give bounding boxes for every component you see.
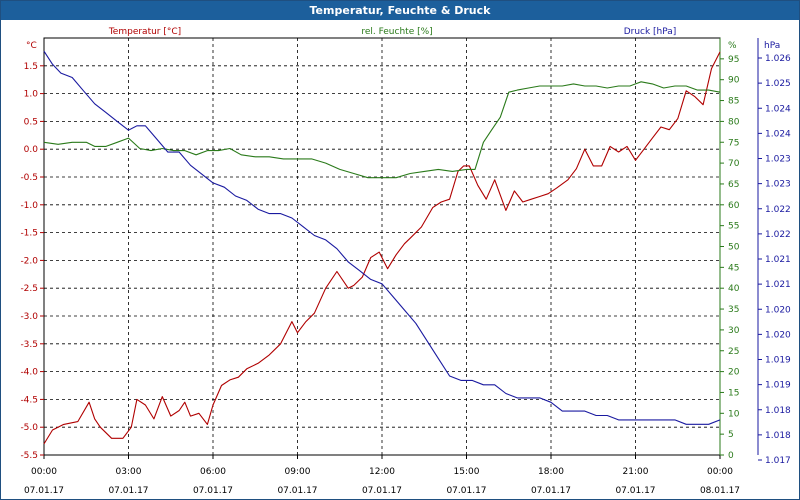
hum-tick-label: 55: [728, 222, 739, 232]
pres-tick-label: 1.019: [765, 356, 791, 366]
x-tick-time: 00:00: [707, 467, 733, 477]
temp-tick-label: -2.5: [20, 284, 38, 294]
pres-tick-label: 1.023: [765, 155, 791, 165]
temp-tick-label: -5.0: [20, 423, 38, 433]
hum-tick-label: 25: [728, 347, 739, 357]
humidity-line: [43, 81, 721, 179]
chart-title: Temperatur, Feuchte & Druck: [1, 1, 799, 20]
x-tick-date: 07.01.17: [446, 486, 486, 496]
x-tick-time: 15:00: [454, 467, 480, 477]
hum-tick-label: 60: [728, 201, 740, 211]
temp-tick-label: 1.0: [24, 90, 39, 100]
hum-tick-label: 95: [728, 55, 739, 65]
temp-tick-label: 0.0: [24, 145, 39, 155]
temp-tick-label: -1.5: [20, 229, 38, 239]
temp-tick-label: 0.5: [24, 117, 38, 127]
temp-tick-label: -3.5: [20, 340, 38, 350]
hum-tick-label: 75: [728, 138, 739, 148]
pres-tick-label: 1.021: [765, 280, 791, 290]
x-tick-date: 07.01.17: [531, 486, 571, 496]
hum-tick-label: 90: [728, 76, 740, 86]
pres-tick-label: 1.022: [765, 230, 791, 240]
hum-tick-label: 35: [728, 305, 739, 315]
pres-tick-label: 1.020: [765, 305, 791, 315]
x-tick-time: 21:00: [623, 467, 649, 477]
pres-tick-label: 1.022: [765, 205, 791, 215]
hum-tick-label: 5: [728, 430, 734, 440]
hum-tick-label: 40: [728, 284, 740, 294]
pres-tick-label: 1.023: [765, 180, 791, 190]
hum-tick-label: 10: [728, 409, 740, 419]
temp-tick-label: -4.5: [20, 395, 38, 405]
hum-tick-label: 30: [728, 326, 740, 336]
hum-tick-label: 70: [728, 159, 740, 169]
x-tick-date: 07.01.17: [108, 486, 148, 496]
grid-lines: [44, 38, 720, 455]
x-tick-time: 12:00: [369, 467, 395, 477]
pres-tick-label: 1.020: [765, 330, 791, 340]
pres-unit-label: hPa: [764, 41, 780, 51]
hum-tick-label: 20: [728, 368, 740, 378]
series-lines: [43, 50, 721, 445]
pres-tick-label: 1.026: [765, 54, 791, 64]
temp-tick-label: -2.0: [20, 256, 38, 266]
temp-tick-label: -0.5: [20, 173, 38, 183]
pres-tick-label: 1.024: [765, 104, 791, 114]
temp-unit-label: °C: [26, 41, 37, 51]
temp-tick-label: -3.0: [20, 312, 38, 322]
temp-tick-label: -4.0: [20, 368, 38, 378]
legend-humidity: rel. Feuchte [%]: [361, 27, 432, 37]
hum-tick-label: 80: [728, 117, 740, 127]
temp-tick-label: -1.0: [20, 201, 38, 211]
x-tick-date: 07.01.17: [615, 486, 655, 496]
axes: [40, 37, 762, 461]
x-tick-time: 18:00: [538, 467, 564, 477]
pressure-line: [43, 50, 721, 425]
hum-tick-label: 50: [728, 243, 740, 253]
hum-unit-label: %: [728, 41, 737, 51]
x-tick-date: 07.01.17: [362, 486, 402, 496]
hum-tick-label: 15: [728, 388, 739, 398]
temperature-line: [43, 51, 721, 445]
pres-tick-label: 1.019: [765, 381, 791, 391]
pres-tick-label: 1.021: [765, 255, 791, 265]
x-tick-date: 07.01.17: [24, 486, 64, 496]
x-tick-time: 09:00: [285, 467, 311, 477]
legend-temperature: Temperatur [°C]: [108, 27, 181, 37]
pres-tick-label: 1.024: [765, 129, 791, 139]
x-tick-date: 07.01.17: [193, 486, 233, 496]
hum-tick-label: 65: [728, 180, 739, 190]
pres-tick-label: 1.018: [765, 406, 791, 416]
x-tick-time: 03:00: [116, 467, 142, 477]
pres-tick-label: 1.017: [765, 456, 791, 466]
x-tick-date: 07.01.17: [277, 486, 317, 496]
x-tick-time: 06:00: [200, 467, 226, 477]
hum-tick-label: 45: [728, 263, 739, 273]
legend-pressure: Druck [hPa]: [624, 27, 677, 37]
hum-tick-label: 0: [728, 451, 734, 461]
x-tick-date: 08.01.17: [700, 486, 740, 496]
hum-tick-label: 85: [728, 97, 739, 107]
pres-tick-label: 1.025: [765, 79, 791, 89]
temp-tick-label: -5.5: [20, 451, 38, 461]
axis-labels: 00:00 07.01.17 03:00 07.01.17 06:00 07.01.17 0…: [20, 27, 791, 496]
x-tick-time: 00:00: [31, 467, 57, 477]
pres-tick-label: 1.018: [765, 431, 791, 441]
temp-tick-label: 1.5: [24, 62, 38, 72]
